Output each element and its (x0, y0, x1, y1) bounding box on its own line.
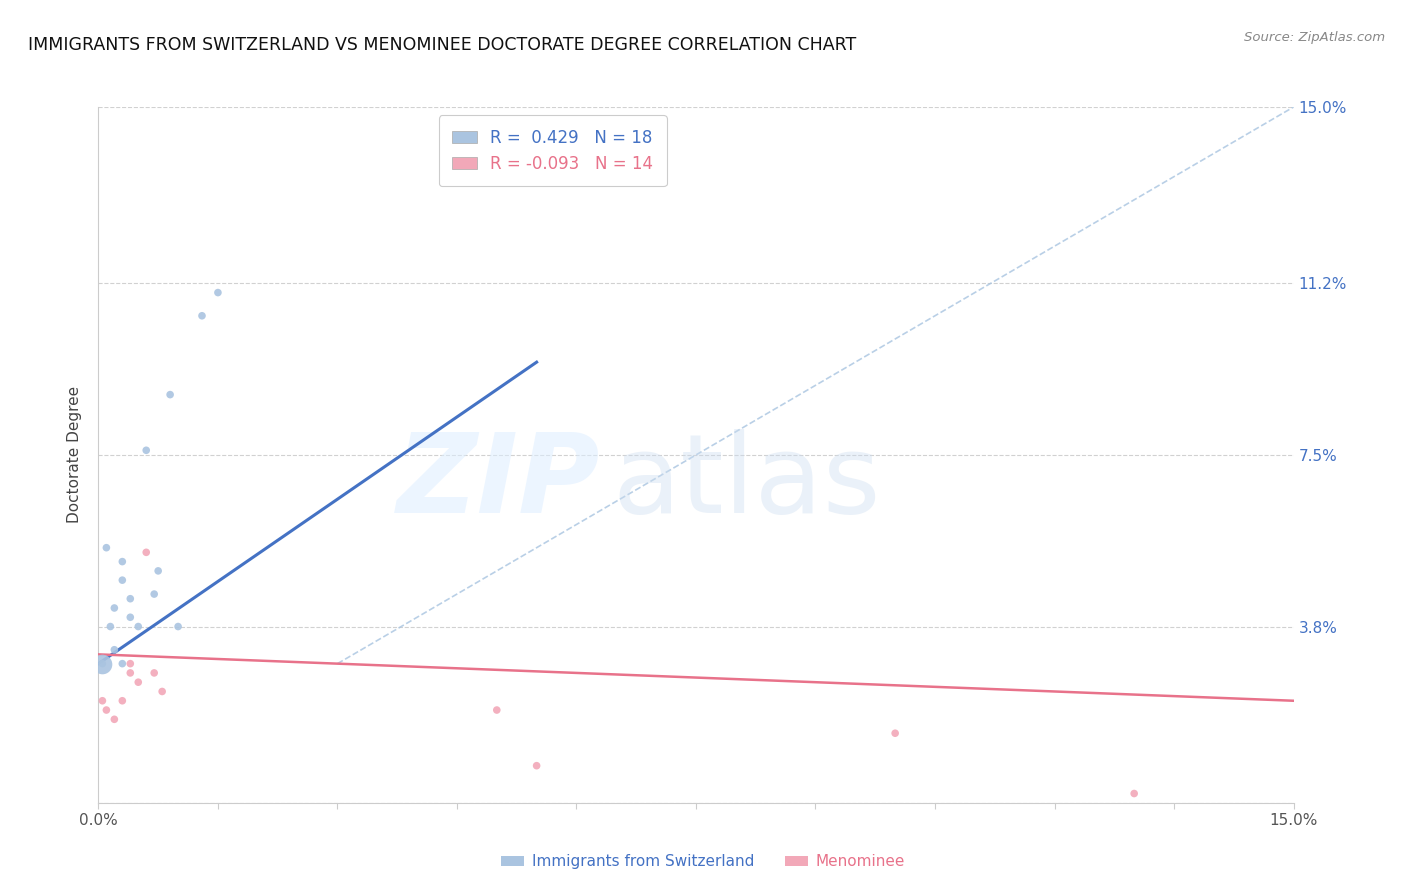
Text: atlas: atlas (613, 429, 880, 536)
Point (159, 387, 181, 401)
Point (127, 675, 149, 690)
Point (135, 545, 157, 559)
Point (150, 684, 173, 698)
Point (96, 541, 118, 555)
Point (143, 587, 166, 601)
Point (120, 591, 142, 606)
Point (143, 665, 166, 680)
Point (91, 657, 114, 671)
Point (103, 712, 125, 726)
Point (1123, 787, 1146, 801)
Text: Source: ZipAtlas.com: Source: ZipAtlas.com (1244, 31, 1385, 45)
Point (884, 726, 907, 740)
Text: IMMIGRANTS FROM SWITZERLAND VS MENOMINEE DOCTORATE DEGREE CORRELATION CHART: IMMIGRANTS FROM SWITZERLAND VS MENOMINEE… (28, 36, 856, 54)
Legend: R =  0.429   N = 18, R = -0.093   N = 14: R = 0.429 N = 18, R = -0.093 N = 14 (439, 115, 666, 186)
Point (111, 694, 134, 708)
Text: ZIP: ZIP (396, 429, 600, 536)
Point (120, 665, 142, 680)
Point (111, 573, 134, 587)
Point (103, 642, 125, 657)
Point (485, 703, 508, 717)
Point (167, 619, 190, 633)
Point (96, 703, 118, 717)
Point (91, 657, 114, 671)
Legend: Immigrants from Switzerland, Menominee: Immigrants from Switzerland, Menominee (495, 848, 911, 875)
Point (111, 657, 134, 671)
Point (111, 555, 134, 569)
Point (120, 657, 142, 671)
Point (98, 619, 122, 633)
Point (191, 309, 214, 323)
Point (207, 285, 229, 300)
Point (127, 619, 149, 633)
Y-axis label: Doctorate Degree: Doctorate Degree (67, 386, 83, 524)
Point (103, 601, 125, 615)
Point (91, 694, 114, 708)
Point (148, 564, 170, 578)
Point (135, 443, 157, 458)
Point (526, 758, 548, 772)
Point (120, 610, 142, 624)
